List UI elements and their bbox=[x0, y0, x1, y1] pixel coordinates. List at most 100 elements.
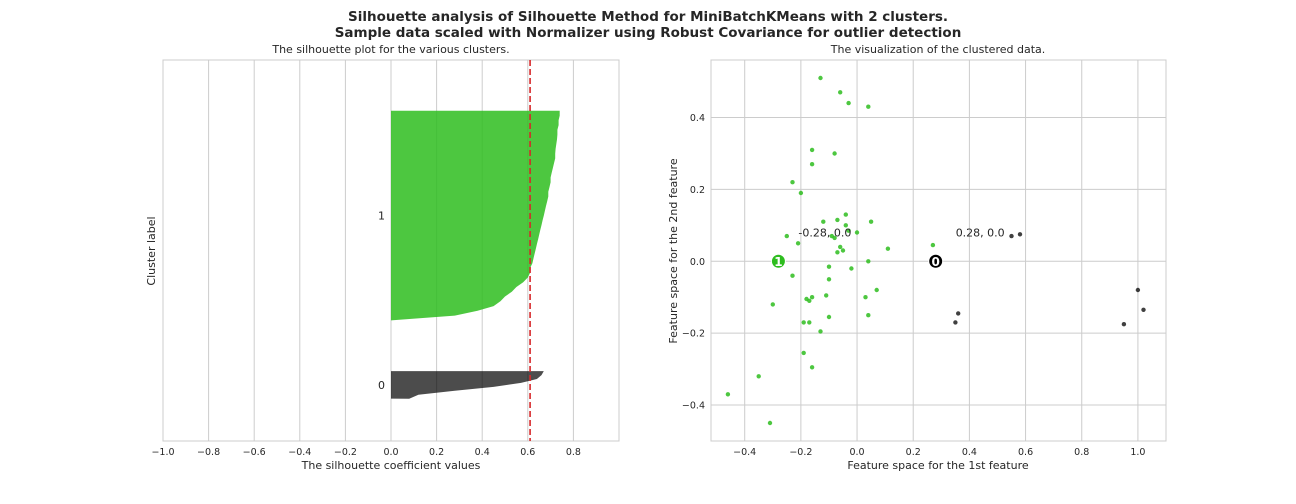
scatter-x-axis-label: Feature space for the 1st feature bbox=[847, 459, 1028, 472]
silhouette-x-tick-label: −1.0 bbox=[151, 447, 174, 458]
data-point-cluster-1 bbox=[809, 295, 815, 300]
silhouette-x-tick-label: −0.4 bbox=[288, 447, 311, 458]
data-point-cluster-1 bbox=[790, 273, 795, 278]
data-point-cluster-1 bbox=[801, 320, 806, 325]
data-point-cluster-1 bbox=[809, 365, 815, 370]
silhouette-x-tick-label: −0.6 bbox=[243, 447, 266, 458]
data-point-cluster-1 bbox=[849, 266, 854, 271]
figure-title-line-2: Sample data scaled with Normalizer using… bbox=[334, 25, 962, 41]
data-point-cluster-1 bbox=[866, 104, 871, 109]
cluster-centers: 0 0.28, 0.0 1 -0.28, 0.0 bbox=[770, 226, 1005, 269]
data-point-cluster-1 bbox=[807, 298, 812, 303]
scatter-x-tick-label: 0.2 bbox=[906, 447, 921, 458]
scatter-x-tick-label: −0.4 bbox=[733, 447, 756, 458]
cluster-center-1 bbox=[770, 253, 786, 269]
scatter-x-tick-label: −0.2 bbox=[789, 447, 812, 458]
data-point-cluster-1 bbox=[798, 190, 804, 196]
data-point-cluster-1 bbox=[835, 250, 840, 255]
data-point-cluster-1 bbox=[784, 233, 789, 239]
data-point-cluster-1 bbox=[868, 219, 874, 224]
cluster-center-number-0: 0 bbox=[932, 255, 940, 269]
data-point-cluster-1 bbox=[801, 350, 806, 356]
cluster-labels: 01 bbox=[378, 210, 385, 392]
cluster-center-annotation-1: -0.28, 0.0 bbox=[798, 226, 851, 239]
data-point-cluster-1 bbox=[854, 230, 860, 235]
scatter-x-tick-label: 0.6 bbox=[1018, 447, 1033, 458]
data-point-cluster-1 bbox=[807, 320, 812, 325]
silhouette-x-tick-label: −0.8 bbox=[197, 447, 220, 458]
data-point-cluster-0 bbox=[1121, 322, 1127, 327]
scatter-y-tick-label: −0.2 bbox=[682, 329, 705, 340]
data-point-cluster-1 bbox=[809, 162, 815, 167]
silhouette-x-tick-labels: −1.0 −0.8 −0.6 −0.4 −0.2 0.0 0.2 0.4 0.6 0.8 bbox=[151, 447, 580, 458]
cluster-center-number-1: 1 bbox=[774, 255, 782, 269]
scatter-y-axis-label: Feature space for the 2nd feature bbox=[667, 158, 680, 343]
data-point-cluster-1 bbox=[829, 233, 834, 239]
data-point-cluster-0 bbox=[1141, 307, 1146, 312]
data-point-cluster-1 bbox=[885, 246, 891, 251]
cluster-label-1: 1 bbox=[378, 210, 385, 223]
scatter-x-tick-label: 0.8 bbox=[1074, 447, 1089, 458]
data-point-cluster-1 bbox=[838, 244, 843, 250]
data-point-cluster-1 bbox=[826, 264, 832, 269]
scatter-points bbox=[725, 75, 1146, 426]
data-point-cluster-0 bbox=[1009, 233, 1014, 239]
silhouette-x-tick-label: 0.2 bbox=[429, 447, 444, 458]
data-point-cluster-1 bbox=[818, 75, 823, 81]
scatter-y-tick-label: 0.2 bbox=[690, 185, 705, 196]
silhouette-x-axis-label: The silhouette coefficient values bbox=[301, 459, 481, 472]
data-point-cluster-1 bbox=[826, 277, 832, 282]
silhouette-band-cluster-1 bbox=[391, 110, 560, 321]
cluster-center-0 bbox=[928, 253, 944, 269]
data-point-cluster-1 bbox=[809, 147, 815, 153]
data-point-cluster-1 bbox=[821, 219, 826, 224]
silhouette-x-tick-label: 0.0 bbox=[383, 447, 398, 458]
data-point-cluster-1 bbox=[790, 180, 795, 185]
data-point-cluster-0 bbox=[956, 311, 961, 316]
data-point-cluster-1 bbox=[835, 217, 840, 223]
data-point-cluster-1 bbox=[838, 90, 843, 95]
scatter-plot-frame bbox=[710, 59, 1167, 442]
data-point-cluster-1 bbox=[826, 314, 832, 320]
data-point-cluster-1 bbox=[843, 212, 848, 217]
silhouette-plot-panel: 01 −1.0 −0.8 −0.6 −0.4 −0.2 0.0 0.2 0.4 0.6 0.8 T… bbox=[145, 43, 620, 472]
data-point-cluster-1 bbox=[846, 228, 851, 233]
data-point-cluster-1 bbox=[863, 295, 868, 300]
data-point-cluster-0 bbox=[1135, 287, 1141, 293]
data-point-cluster-1 bbox=[818, 329, 823, 334]
silhouette-x-tick-label: 0.8 bbox=[566, 447, 581, 458]
data-point-cluster-0 bbox=[1017, 232, 1023, 237]
cluster-label-0: 0 bbox=[378, 379, 385, 392]
data-point-cluster-1 bbox=[840, 248, 846, 253]
scatter-plot-title: The visualization of the clustered data. bbox=[830, 43, 1046, 56]
silhouette-x-tick-label: 0.4 bbox=[475, 447, 490, 458]
data-point-cluster-1 bbox=[846, 100, 851, 106]
scatter-y-tick-labels: −0.4 −0.2 0.0 0.2 0.4 bbox=[682, 113, 705, 412]
scatter-y-tick-label: −0.4 bbox=[682, 401, 705, 412]
data-point-cluster-1 bbox=[795, 241, 801, 246]
data-point-cluster-1 bbox=[725, 392, 731, 397]
silhouette-bands bbox=[391, 110, 560, 399]
silhouette-x-tick-label: 0.6 bbox=[520, 447, 535, 458]
scatter-x-tick-label: 1.0 bbox=[1130, 447, 1145, 458]
data-point-cluster-1 bbox=[770, 302, 775, 307]
cluster-scatter-panel: 0 0.28, 0.0 1 -0.28, 0.0 −0.4 −0.2 0.0 0.2 0.4 0… bbox=[667, 43, 1167, 472]
scatter-x-tick-label: 0.4 bbox=[962, 447, 977, 458]
data-point-cluster-0 bbox=[953, 320, 958, 325]
scatter-x-tick-labels: −0.4 −0.2 0.0 0.2 0.4 0.6 0.8 1.0 bbox=[733, 447, 1145, 458]
data-point-cluster-1 bbox=[756, 374, 761, 379]
data-point-cluster-1 bbox=[767, 420, 773, 426]
data-point-cluster-1 bbox=[874, 287, 879, 293]
data-point-cluster-1 bbox=[866, 259, 871, 264]
silhouette-band-cluster-0 bbox=[391, 371, 544, 399]
silhouette-y-axis-label: Cluster label bbox=[145, 216, 158, 285]
data-point-cluster-1 bbox=[824, 293, 829, 298]
scatter-x-tick-label: 0.0 bbox=[849, 447, 864, 458]
data-point-cluster-1 bbox=[930, 242, 936, 248]
scatter-grid bbox=[711, 60, 1166, 441]
data-point-cluster-1 bbox=[866, 313, 871, 318]
cluster-center-annotation-0: 0.28, 0.0 bbox=[956, 226, 1005, 239]
silhouette-plot-title: The silhouette plot for the various clus… bbox=[271, 43, 509, 56]
data-point-cluster-1 bbox=[832, 151, 837, 156]
